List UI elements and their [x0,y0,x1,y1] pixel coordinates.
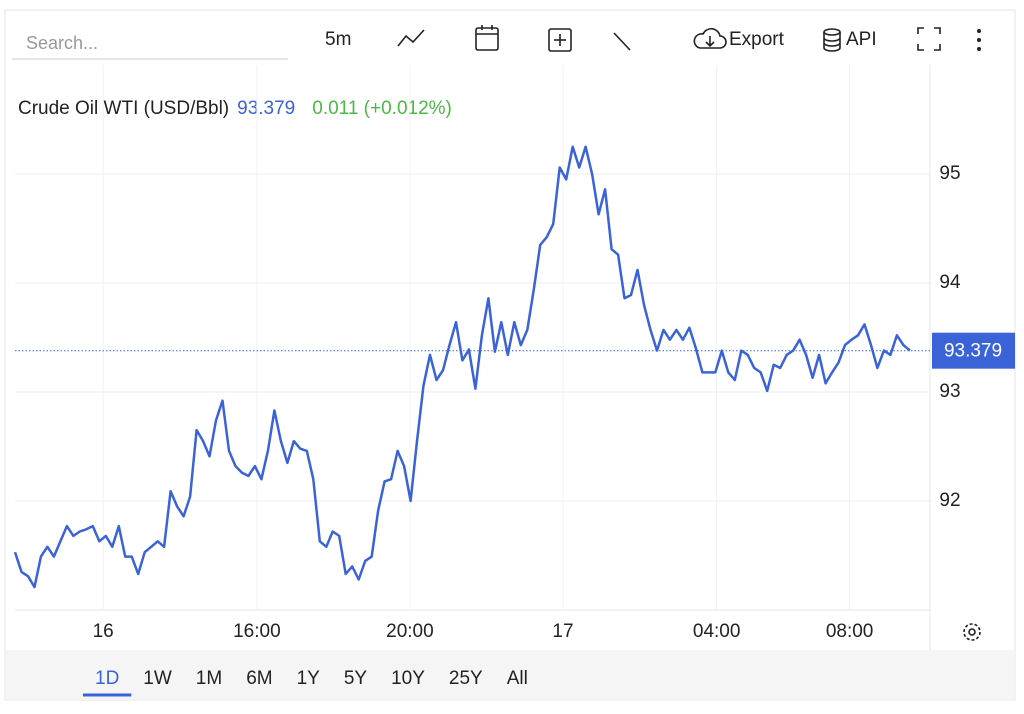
y-tick-label: 95 [939,163,960,184]
add-icon[interactable] [548,28,572,52]
last-price: 93.379 [237,98,295,119]
range-button[interactable]: 1D [95,668,119,689]
price-change: 0.011 (+0.012%) [312,98,452,119]
x-tick-label: 17 [552,621,573,642]
range-button[interactable]: 1M [196,668,222,689]
frame [4,9,1016,701]
range-button[interactable]: 5Y [344,668,368,689]
menu-icon[interactable] [977,29,981,51]
last-price-badge-label: 93.379 [944,341,1002,362]
range-bar [6,650,1014,699]
x-tick-label: 16:00 [233,621,281,642]
y-tick-label: 93 [939,381,960,402]
calendar-icon[interactable] [475,25,499,51]
export-button[interactable]: Export [729,29,785,50]
x-tick-label: 04:00 [693,621,741,642]
api-button[interactable]: API [846,29,877,50]
search-input[interactable]: Search... [26,33,98,53]
x-tick-label: 20:00 [386,621,434,642]
chart-title: Crude Oil WTI (USD/Bbl) [18,98,229,119]
price-line [13,145,911,589]
tools-icon[interactable] [613,32,631,51]
range-button[interactable]: 6M [246,668,272,689]
settings-icon[interactable] [963,623,981,641]
chart-type-icon[interactable] [397,29,425,47]
range-button[interactable]: All [507,668,528,689]
x-tick-label: 08:00 [826,621,874,642]
api-icon[interactable] [823,28,841,52]
fullscreen-icon[interactable] [917,27,941,51]
range-button[interactable]: 1Y [297,668,321,689]
range-button[interactable]: 10Y [391,668,425,689]
last-price-badge [932,332,1015,369]
interval-button[interactable]: 5m [325,29,351,50]
range-button[interactable]: 25Y [449,668,483,689]
range-button[interactable]: 1W [143,668,172,689]
x-tick-label: 16 [93,621,114,642]
export-icon[interactable] [693,28,727,49]
y-tick-label: 92 [939,490,960,511]
y-tick-label: 94 [939,272,961,293]
